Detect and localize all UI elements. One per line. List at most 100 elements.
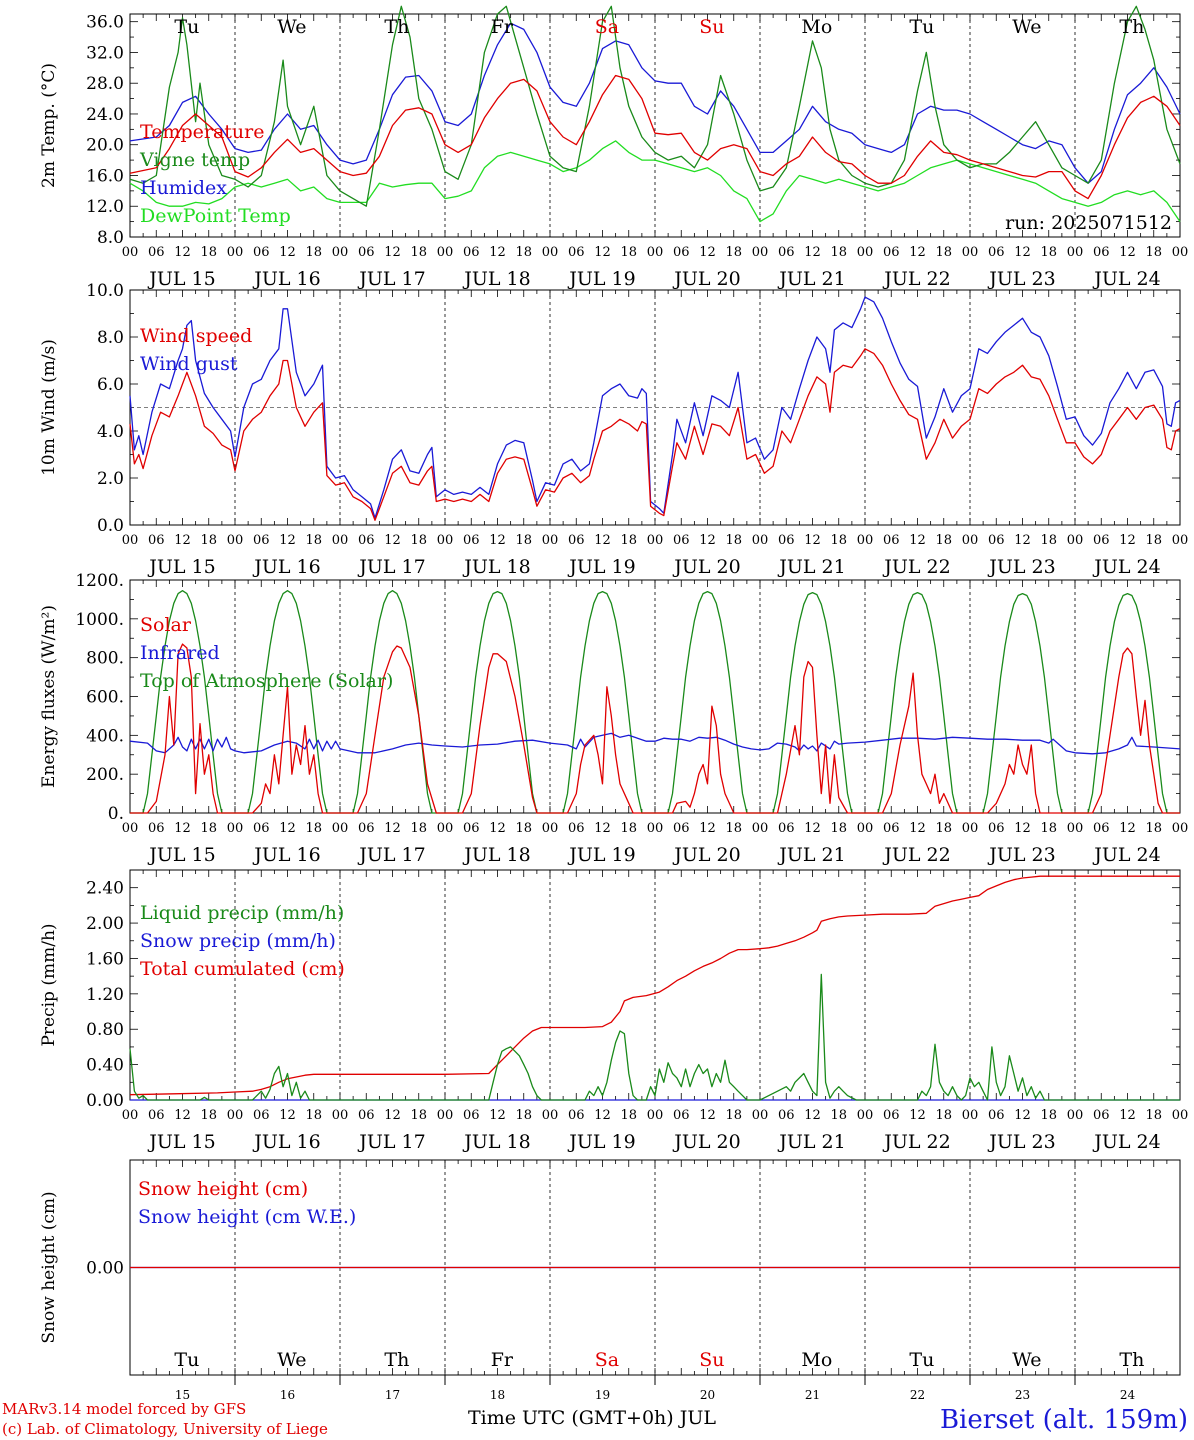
hour-label: 12 — [489, 1108, 506, 1123]
y-tick-label: 1.60 — [86, 949, 124, 969]
hour-label: 00 — [542, 1108, 559, 1123]
hour-label: 06 — [358, 1108, 375, 1123]
hour-label: 12 — [1014, 821, 1031, 836]
day-label: Th — [384, 1349, 409, 1371]
day-label: Fr — [491, 16, 514, 38]
hour-label: 00 — [332, 245, 349, 260]
panel-2: 0.0 2.0 4.0 6.0 8.0 10.0 10m Wind (m/s) Wind sp… — [39, 281, 1188, 578]
y-tick-label: 28.0 — [86, 74, 124, 94]
series-line-solar — [130, 643, 1180, 814]
hour-label: 06 — [673, 533, 690, 548]
y-tick-label: 4.0 — [97, 422, 124, 442]
day-number: 20 — [700, 1388, 715, 1402]
hour-label: 18 — [1040, 533, 1057, 548]
hour-label: 00 — [647, 1108, 664, 1123]
y-tick-label: 2.40 — [86, 879, 124, 899]
y-tick-label: 10.0 — [86, 281, 124, 301]
hour-label: 12 — [279, 821, 296, 836]
hour-label: 12 — [1119, 821, 1136, 836]
series-line-temperature — [129, 74, 1181, 200]
hour-label: 06 — [253, 533, 270, 548]
hour-label: 12 — [384, 1108, 401, 1123]
hour-label: 18 — [305, 245, 322, 260]
hour-label: 18 — [515, 245, 532, 260]
day-number: 18 — [490, 1388, 505, 1402]
hour-label: 12 — [384, 245, 401, 260]
y-tick-label: 6.0 — [97, 375, 124, 395]
date-label: JUL 15 — [147, 844, 215, 866]
hour-label: 00 — [122, 245, 139, 260]
hour-label: 12 — [804, 533, 821, 548]
hour-label: 06 — [358, 245, 375, 260]
hour-label: 18 — [410, 1108, 427, 1123]
hour-label: 00 — [647, 821, 664, 836]
day-label: Th — [1119, 16, 1144, 38]
date-label: JUL 15 — [147, 268, 215, 290]
hour-label: 18 — [200, 533, 217, 548]
date-label: JUL 16 — [252, 268, 320, 290]
hour-label: 18 — [725, 533, 742, 548]
hour-label: 12 — [699, 1108, 716, 1123]
legend-entry: DewPoint Temp — [140, 205, 291, 227]
y-tick-label: 0.40 — [86, 1056, 124, 1076]
panel-5: 0.00 Snow height (cm) Snow height (cm) Snow… — [39, 1159, 1181, 1402]
y-tick-label: 0.80 — [86, 1020, 124, 1040]
hour-label: 12 — [174, 245, 191, 260]
legend-entry: Infrared — [140, 642, 220, 664]
y-tick-label: 1200. — [75, 571, 124, 591]
hour-label: 00 — [1172, 1108, 1189, 1123]
legend-entry: Snow height (cm) — [138, 1178, 308, 1200]
y-axis-title: Precip (mm/h) — [39, 923, 59, 1046]
hour-label: 18 — [1040, 821, 1057, 836]
hour-label: 06 — [148, 533, 165, 548]
hour-label: 00 — [752, 1108, 769, 1123]
hour-label: 12 — [594, 1108, 611, 1123]
hour-label: 12 — [909, 245, 926, 260]
date-label: JUL 19 — [567, 556, 635, 578]
station-label: Bierset (alt. 159m) — [940, 1405, 1188, 1435]
hour-label: 12 — [489, 533, 506, 548]
hour-label: 00 — [1172, 245, 1189, 260]
date-label: JUL 17 — [357, 1131, 425, 1153]
y-tick-label: 12.0 — [86, 197, 124, 217]
y-tick-label: 24.0 — [86, 105, 124, 125]
hour-label: 18 — [515, 821, 532, 836]
legend-entry: Wind speed — [140, 325, 252, 347]
copyright-credit: (c) Lab. of Climatology, University of L… — [2, 1420, 328, 1438]
hour-label: 18 — [935, 1108, 952, 1123]
hour-label: 00 — [1172, 821, 1189, 836]
hour-label: 18 — [620, 821, 637, 836]
y-axis-title: 2m Temp. (°C) — [39, 63, 59, 188]
hour-label: 12 — [699, 821, 716, 836]
y-tick-label: 400. — [86, 726, 124, 746]
date-label: JUL 23 — [987, 556, 1055, 578]
y-tick-label: 16.0 — [86, 166, 124, 186]
run-annotation: run: 2025071512 — [1005, 212, 1172, 234]
day-label: Th — [1119, 1349, 1144, 1371]
y-tick-label: 1000. — [75, 610, 124, 630]
hour-label: 06 — [253, 1108, 270, 1123]
hour-label: 06 — [253, 245, 270, 260]
date-label: JUL 17 — [357, 556, 425, 578]
y-tick-label: 20.0 — [86, 136, 124, 156]
hour-label: 00 — [542, 821, 559, 836]
date-label: JUL 18 — [462, 844, 530, 866]
y-tick-label: 0. — [108, 804, 124, 824]
hour-label: 18 — [200, 1108, 217, 1123]
hour-label: 00 — [962, 533, 979, 548]
legend-entry: Vigne temp — [139, 149, 250, 171]
hour-label: 00 — [542, 533, 559, 548]
legend-entry: Total cumulated (cm) — [140, 958, 345, 980]
hour-label: 06 — [568, 533, 585, 548]
hour-label: 18 — [725, 1108, 742, 1123]
hour-label: 00 — [647, 533, 664, 548]
hour-label: 06 — [778, 1108, 795, 1123]
date-label: JUL 20 — [672, 844, 740, 866]
date-label: JUL 16 — [252, 556, 320, 578]
hour-label: 12 — [1119, 533, 1136, 548]
y-tick-label: 0.0 — [97, 516, 124, 536]
hour-label: 00 — [227, 821, 244, 836]
day-number: 16 — [280, 1388, 295, 1402]
hour-label: 12 — [909, 1108, 926, 1123]
hour-label: 18 — [725, 245, 742, 260]
